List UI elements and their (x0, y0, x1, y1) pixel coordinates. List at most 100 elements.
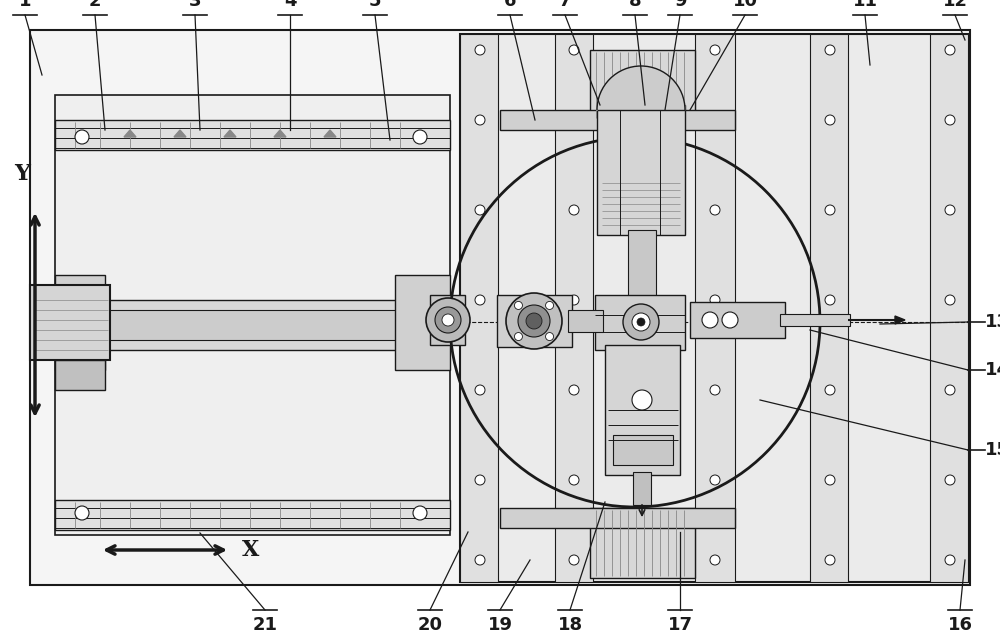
Text: 6: 6 (504, 0, 516, 10)
Text: 3: 3 (189, 0, 201, 10)
Text: 18: 18 (557, 616, 583, 634)
Circle shape (825, 295, 835, 305)
Circle shape (825, 205, 835, 215)
Text: 14: 14 (985, 361, 1000, 379)
Circle shape (475, 205, 485, 215)
Text: X: X (242, 539, 259, 561)
Circle shape (710, 385, 720, 395)
Circle shape (945, 385, 955, 395)
Circle shape (442, 314, 454, 326)
Bar (633, 472, 651, 505)
Polygon shape (895, 316, 905, 324)
Bar (55, 120, 450, 150)
Bar (60, 310, 440, 340)
Circle shape (945, 295, 955, 305)
Circle shape (825, 475, 835, 485)
Circle shape (475, 555, 485, 565)
Polygon shape (597, 66, 685, 110)
Text: 8: 8 (629, 0, 641, 10)
Circle shape (475, 475, 485, 485)
Circle shape (569, 475, 579, 485)
Text: 17: 17 (668, 616, 692, 634)
Circle shape (945, 555, 955, 565)
Bar (30, 30, 970, 585)
Text: 5: 5 (369, 0, 381, 10)
Circle shape (526, 313, 542, 329)
Text: 12: 12 (942, 0, 968, 10)
Circle shape (945, 45, 955, 55)
Text: 9: 9 (674, 0, 686, 10)
Text: 7: 7 (559, 0, 571, 10)
Circle shape (710, 555, 720, 565)
Circle shape (514, 301, 522, 310)
Circle shape (569, 385, 579, 395)
Circle shape (546, 301, 554, 310)
Polygon shape (274, 130, 286, 137)
Polygon shape (224, 130, 236, 137)
Bar (395, 275, 450, 370)
Bar (30, 285, 110, 360)
Text: 4: 4 (284, 0, 296, 10)
Circle shape (569, 205, 579, 215)
Bar (590, 50, 695, 120)
Circle shape (637, 318, 645, 326)
Bar (500, 110, 735, 130)
Circle shape (710, 205, 720, 215)
Circle shape (75, 506, 89, 520)
Polygon shape (174, 130, 186, 137)
Text: 2: 2 (89, 0, 101, 10)
Circle shape (710, 45, 720, 55)
Circle shape (546, 333, 554, 340)
Bar (60, 300, 440, 350)
Bar (613, 435, 673, 465)
Circle shape (475, 45, 485, 55)
Bar (430, 295, 465, 345)
Circle shape (825, 115, 835, 125)
Circle shape (710, 295, 720, 305)
Circle shape (569, 295, 579, 305)
Text: 19: 19 (488, 616, 512, 634)
Bar (55, 275, 105, 370)
Polygon shape (324, 130, 336, 137)
Bar (695, 34, 735, 582)
Polygon shape (124, 130, 136, 137)
Bar (595, 295, 685, 350)
Circle shape (945, 475, 955, 485)
Circle shape (514, 333, 522, 340)
Text: 16: 16 (948, 616, 972, 634)
Text: 1: 1 (19, 0, 31, 10)
Circle shape (702, 312, 718, 328)
Circle shape (475, 385, 485, 395)
Circle shape (710, 115, 720, 125)
Bar (605, 345, 680, 475)
Text: 20: 20 (418, 616, 442, 634)
Bar (568, 310, 603, 332)
Text: Y: Y (14, 163, 30, 185)
Text: 21: 21 (252, 616, 278, 634)
Circle shape (475, 115, 485, 125)
Circle shape (506, 293, 562, 349)
Circle shape (825, 385, 835, 395)
Circle shape (722, 312, 738, 328)
Bar (497, 295, 572, 347)
Text: 15: 15 (985, 441, 1000, 459)
Circle shape (413, 130, 427, 144)
Circle shape (825, 45, 835, 55)
Bar (555, 34, 593, 582)
Bar (590, 508, 695, 578)
Circle shape (413, 506, 427, 520)
Circle shape (569, 115, 579, 125)
Bar (930, 34, 968, 582)
Bar (597, 105, 685, 235)
Circle shape (710, 475, 720, 485)
Circle shape (945, 205, 955, 215)
Bar (500, 508, 735, 528)
Text: 11: 11 (852, 0, 878, 10)
Bar (460, 34, 498, 582)
Text: 13: 13 (985, 313, 1000, 331)
Bar (55, 95, 450, 535)
Bar (55, 360, 105, 390)
Circle shape (945, 115, 955, 125)
Circle shape (632, 313, 650, 331)
Bar (780, 314, 850, 326)
